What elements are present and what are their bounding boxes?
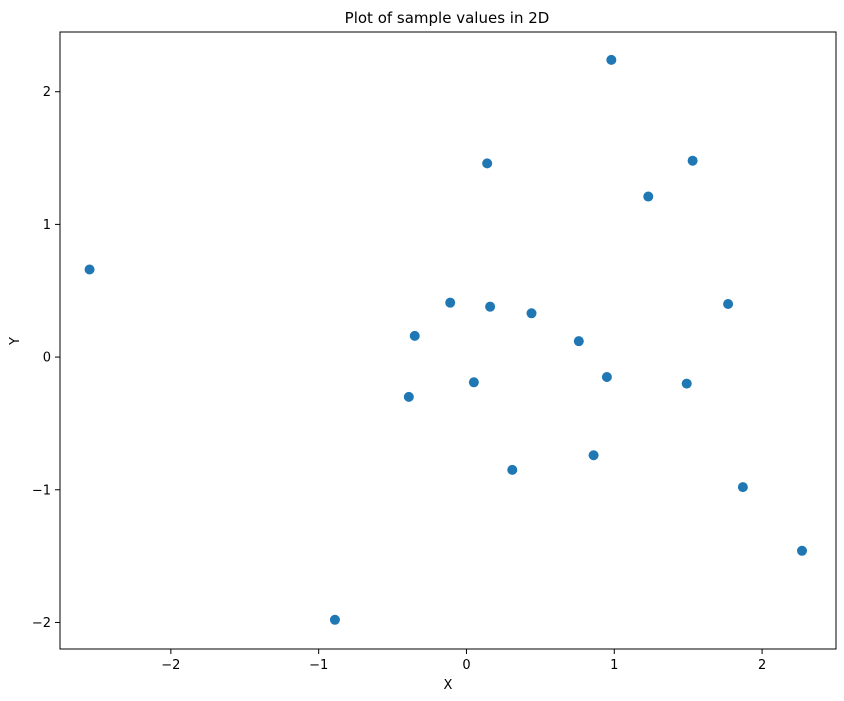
x-tick-label: 0 [462, 658, 470, 673]
data-point [482, 158, 493, 169]
y-tick-label: 1 [43, 218, 51, 233]
data-point [588, 450, 599, 461]
y-tick-label: −2 [32, 616, 51, 631]
data-point [329, 614, 340, 625]
data-point [409, 330, 420, 341]
data-point [681, 378, 692, 389]
data-point [606, 54, 617, 65]
data-point [445, 297, 456, 308]
y-tick-label: −1 [32, 483, 51, 498]
data-point [737, 482, 748, 493]
y-tick-label: 2 [43, 85, 51, 100]
y-axis-label: Y [8, 337, 23, 346]
data-point [601, 371, 612, 382]
data-point [507, 464, 518, 475]
x-axis-label: X [444, 678, 453, 693]
x-tick-label: 2 [758, 658, 766, 673]
data-point [526, 308, 537, 319]
x-tick-label: −2 [161, 658, 180, 673]
data-point [468, 377, 479, 388]
data-point [687, 155, 698, 166]
data-point [485, 301, 496, 312]
data-points [84, 54, 808, 625]
data-point [643, 191, 654, 202]
x-tick-label: 1 [610, 658, 618, 673]
data-point [84, 264, 95, 275]
plot-area [59, 31, 837, 650]
x-tick-label: −1 [309, 658, 328, 673]
data-point [797, 545, 808, 556]
x-axis: −2 −1 0 1 2 [161, 649, 766, 673]
data-point [573, 336, 584, 347]
data-point [723, 299, 734, 310]
data-point [403, 391, 414, 402]
y-tick-label: 0 [43, 351, 51, 366]
chart-title: Plot of sample values in 2D [345, 9, 550, 27]
y-axis: −2 −1 0 1 2 [32, 85, 60, 631]
